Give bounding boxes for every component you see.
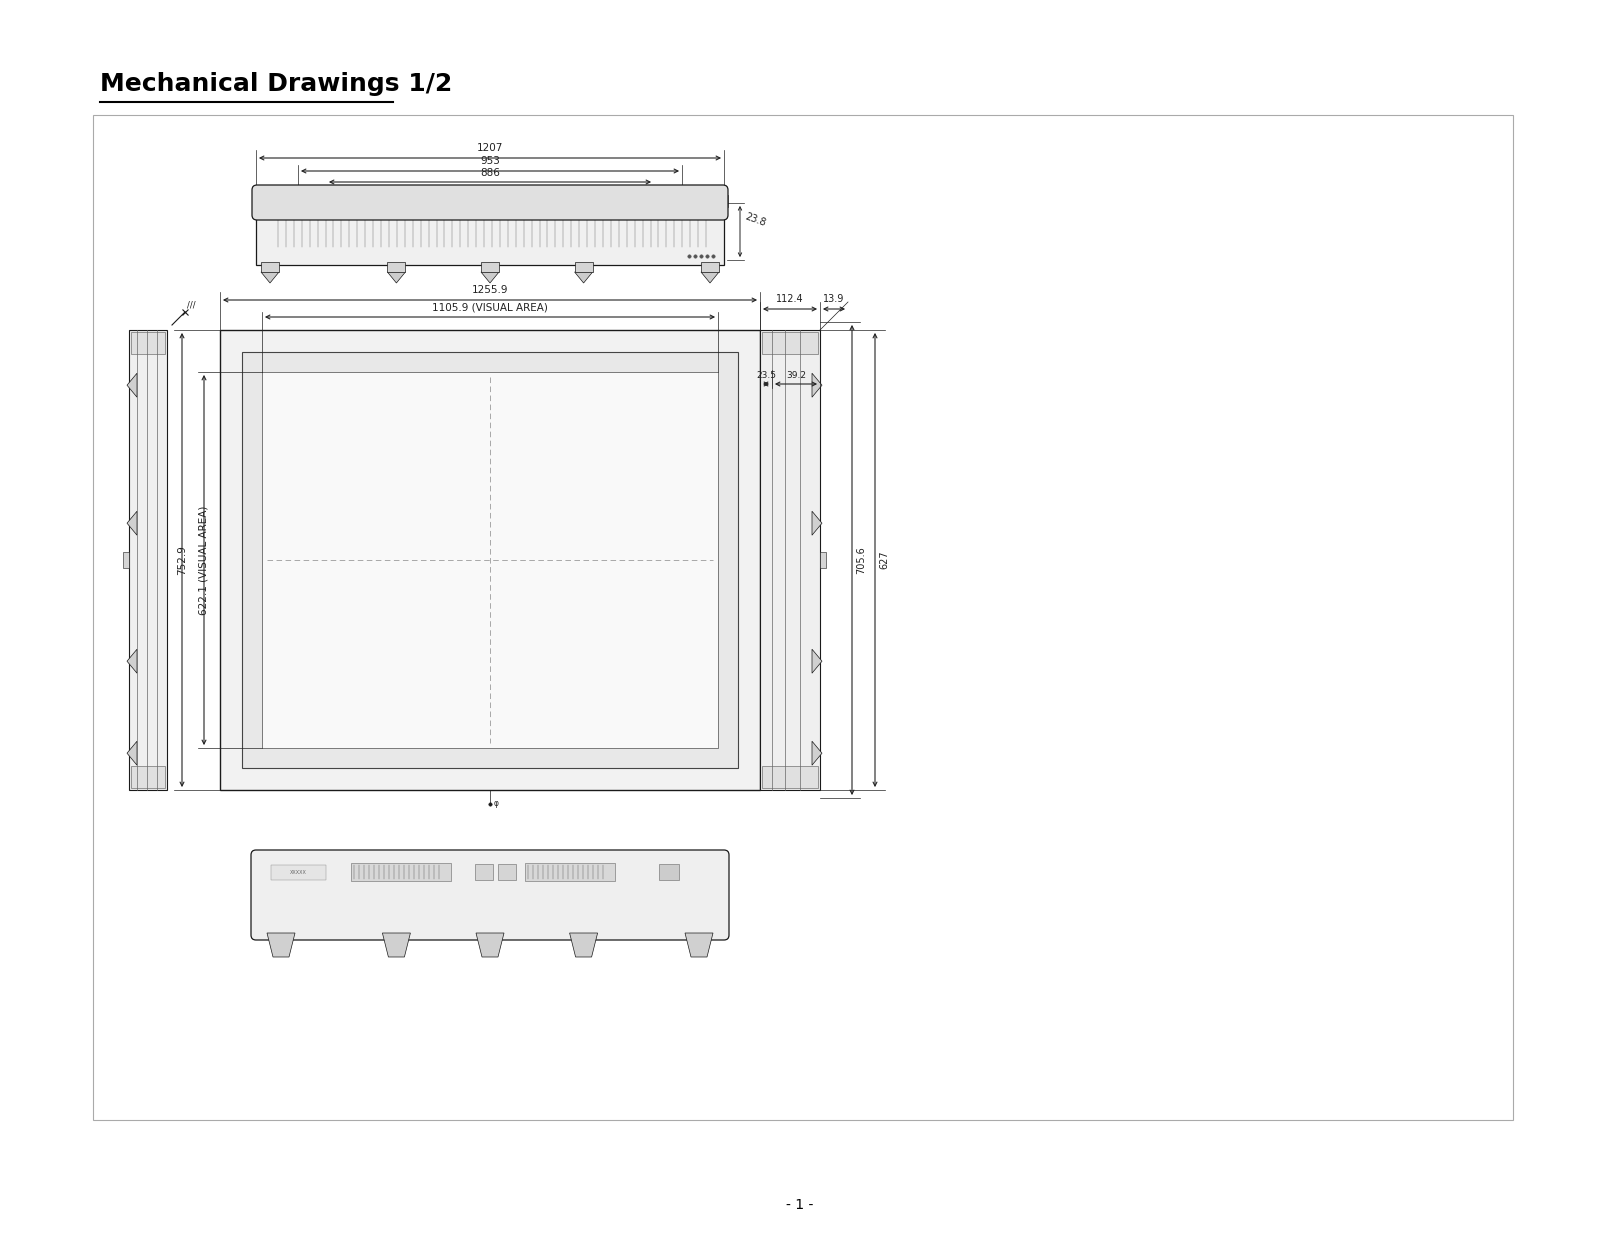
- Text: 13.9: 13.9: [824, 294, 845, 304]
- Polygon shape: [387, 272, 405, 283]
- Polygon shape: [685, 933, 714, 957]
- Polygon shape: [382, 933, 410, 957]
- Polygon shape: [126, 511, 138, 536]
- Text: 752.9: 752.9: [178, 546, 187, 575]
- Polygon shape: [267, 933, 294, 957]
- Bar: [475, 863, 493, 880]
- Text: φ: φ: [494, 799, 499, 809]
- Text: 112.4: 112.4: [776, 294, 803, 304]
- Bar: [261, 262, 278, 272]
- Text: 622.1 (VISUAL AREA): 622.1 (VISUAL AREA): [198, 505, 210, 615]
- Polygon shape: [813, 649, 822, 673]
- Bar: [819, 552, 826, 568]
- Text: ///: ///: [187, 301, 195, 309]
- Bar: [482, 262, 499, 272]
- Text: 953: 953: [480, 156, 499, 166]
- Text: 705.6: 705.6: [856, 546, 866, 574]
- Bar: [262, 372, 718, 748]
- Polygon shape: [570, 933, 597, 957]
- Text: 23.8: 23.8: [744, 212, 768, 229]
- Bar: [93, 115, 1514, 1119]
- Text: 39.2: 39.2: [786, 371, 806, 380]
- Bar: [256, 203, 723, 265]
- Bar: [131, 766, 165, 788]
- Polygon shape: [126, 649, 138, 673]
- Bar: [498, 863, 515, 880]
- Bar: [131, 332, 165, 354]
- Text: 1207: 1207: [477, 143, 502, 153]
- Bar: [130, 330, 166, 790]
- Bar: [762, 332, 818, 354]
- Polygon shape: [477, 933, 504, 957]
- Bar: [350, 863, 451, 881]
- Bar: [720, 195, 728, 207]
- Polygon shape: [574, 272, 592, 283]
- Polygon shape: [126, 374, 138, 397]
- FancyBboxPatch shape: [251, 850, 730, 940]
- Bar: [270, 865, 326, 880]
- Bar: [659, 863, 678, 880]
- Text: XXXXX: XXXXX: [290, 870, 307, 875]
- Polygon shape: [482, 272, 499, 283]
- Bar: [760, 330, 819, 790]
- Bar: [221, 330, 760, 790]
- Text: 886: 886: [480, 168, 499, 178]
- Bar: [762, 766, 818, 788]
- Polygon shape: [261, 272, 278, 283]
- Polygon shape: [701, 272, 718, 283]
- Polygon shape: [813, 741, 822, 766]
- Bar: [123, 552, 130, 568]
- FancyBboxPatch shape: [253, 186, 728, 220]
- Bar: [525, 863, 614, 881]
- Text: - 1 -: - 1 -: [786, 1197, 814, 1212]
- Bar: [574, 262, 592, 272]
- Text: 1105.9 (VISUAL AREA): 1105.9 (VISUAL AREA): [432, 303, 547, 313]
- Polygon shape: [126, 741, 138, 766]
- Text: Mechanical Drawings 1/2: Mechanical Drawings 1/2: [99, 72, 453, 96]
- Bar: [541, 193, 550, 200]
- Bar: [387, 262, 405, 272]
- Bar: [242, 353, 738, 768]
- Text: 627: 627: [878, 550, 890, 569]
- Bar: [414, 193, 424, 200]
- Bar: [701, 262, 718, 272]
- Text: 23.5: 23.5: [757, 371, 776, 380]
- Text: 1255.9: 1255.9: [472, 285, 509, 294]
- Polygon shape: [813, 511, 822, 536]
- Polygon shape: [813, 374, 822, 397]
